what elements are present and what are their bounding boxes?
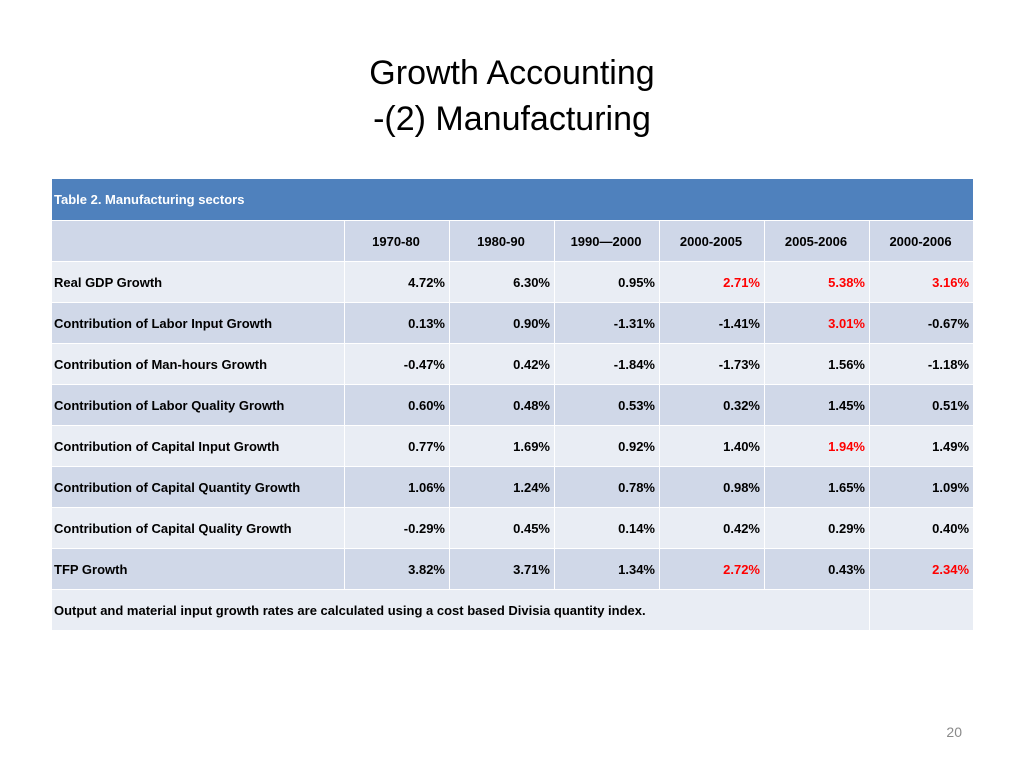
- growth-accounting-table: Table 2. Manufacturing sectors 1970-80 1…: [50, 178, 975, 631]
- row-label: Real GDP Growth: [51, 261, 345, 303]
- table-cell: 0.13%: [344, 302, 450, 344]
- column-header: 2005-2006: [764, 220, 870, 262]
- table-cell: 0.98%: [659, 466, 765, 508]
- slide-title-line-1: Growth Accounting: [369, 54, 655, 92]
- table-row: Real GDP Growth 4.72% 6.30% 0.95% 2.71% 5.38%…: [51, 261, 975, 303]
- table-cell: 1.94%: [764, 425, 870, 467]
- table-cell: -1.31%: [554, 302, 660, 344]
- slide-title: Growth Accounting -(2) Manufacturing: [0, 50, 1024, 142]
- table-row: Contribution of Labor Input Growth 0.13% 0…: [51, 302, 975, 344]
- table-cell: -1.73%: [659, 343, 765, 385]
- table-cell: -1.84%: [554, 343, 660, 385]
- column-header-row: 1970-80 1980-90 1990—2000 2000-2005 2005…: [51, 220, 975, 262]
- row-label: TFP Growth: [51, 548, 345, 590]
- table-cell: 0.51%: [868, 384, 975, 426]
- column-header: 1990—2000: [554, 220, 660, 262]
- table-row: Contribution of Capital Quantity Growth 1…: [51, 466, 975, 508]
- table-cell: 6.30%: [449, 261, 555, 303]
- table-cell: 0.77%: [344, 425, 450, 467]
- row-label: Contribution of Man-hours Growth: [51, 343, 345, 385]
- table-cell: -0.67%: [868, 302, 975, 344]
- table-cell: 0.48%: [449, 384, 555, 426]
- table-cell: 0.40%: [868, 507, 975, 549]
- table-cell: -0.29%: [344, 507, 450, 549]
- table-cell: 1.06%: [344, 466, 450, 508]
- table-cell: 2.34%: [868, 548, 975, 590]
- table-cell: 0.14%: [554, 507, 660, 549]
- table-row: Contribution of Man-hours Growth -0.47% 0.…: [51, 343, 975, 385]
- table-cell: 1.34%: [554, 548, 660, 590]
- table-caption: Table 2. Manufacturing sectors: [50, 178, 975, 221]
- table-cell: 3.71%: [449, 548, 555, 590]
- table-cell: 0.53%: [554, 384, 660, 426]
- table-cell: -1.18%: [868, 343, 975, 385]
- table-cell: 3.01%: [764, 302, 870, 344]
- page-number: 20: [946, 724, 962, 740]
- table-cell: 3.16%: [868, 261, 975, 303]
- table-cell: 1.40%: [659, 425, 765, 467]
- table-cell: 5.38%: [764, 261, 870, 303]
- table-cell: 1.69%: [449, 425, 555, 467]
- table-cell: 1.24%: [449, 466, 555, 508]
- table-cell: 1.65%: [764, 466, 870, 508]
- table-cell: 1.56%: [764, 343, 870, 385]
- column-header: 2000-2006: [868, 220, 975, 262]
- table-cell: 2.71%: [659, 261, 765, 303]
- table-cell: 3.82%: [344, 548, 450, 590]
- table-cell: 0.92%: [554, 425, 660, 467]
- table-cell: 0.90%: [449, 302, 555, 344]
- table-cell: 0.42%: [659, 507, 765, 549]
- table-cell: 0.60%: [344, 384, 450, 426]
- table-row: Contribution of Capital Input Growth 0.77…: [51, 425, 975, 467]
- footnote-empty-cell: [868, 589, 975, 631]
- header-empty-cell: [51, 220, 345, 262]
- row-label: Contribution of Capital Input Growth: [51, 425, 345, 467]
- table-row: Contribution of Labor Quality Growth 0.60…: [51, 384, 975, 426]
- slide-title-line-2: -(2) Manufacturing: [373, 100, 651, 138]
- table-cell: -1.41%: [659, 302, 765, 344]
- column-header: 1970-80: [344, 220, 450, 262]
- table-cell: 0.42%: [449, 343, 555, 385]
- table-cell: 1.45%: [764, 384, 870, 426]
- table-cell: -0.47%: [344, 343, 450, 385]
- table-cell: 0.78%: [554, 466, 660, 508]
- table-cell: 0.95%: [554, 261, 660, 303]
- table-row: Contribution of Capital Quality Growth -0…: [51, 507, 975, 549]
- row-label: Contribution of Capital Quality Growth: [51, 507, 345, 549]
- table-cell: 1.09%: [868, 466, 975, 508]
- table-row: TFP Growth 3.82% 3.71% 1.34% 2.72% 0.43% 2.34%: [51, 548, 975, 590]
- column-header: 1980-90: [449, 220, 555, 262]
- table-cell: 0.43%: [764, 548, 870, 590]
- table-cell: 0.45%: [449, 507, 555, 549]
- table-cell: 2.72%: [659, 548, 765, 590]
- row-label: Contribution of Labor Input Growth: [51, 302, 345, 344]
- footnote-row: Output and material input growth rates a…: [51, 589, 975, 631]
- table-cell: 0.32%: [659, 384, 765, 426]
- table-cell: 1.49%: [868, 425, 975, 467]
- row-label: Contribution of Capital Quantity Growth: [51, 466, 345, 508]
- table-footnote: Output and material input growth rates a…: [51, 589, 870, 631]
- row-label: Contribution of Labor Quality Growth: [51, 384, 345, 426]
- table-caption-row: Table 2. Manufacturing sectors: [50, 178, 975, 221]
- table-cell: 4.72%: [344, 261, 450, 303]
- table-cell: 0.29%: [764, 507, 870, 549]
- column-header: 2000-2005: [659, 220, 765, 262]
